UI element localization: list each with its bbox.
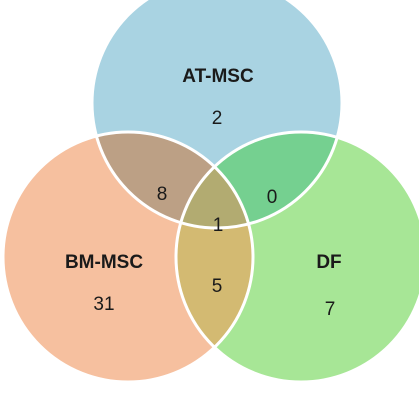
overlap-at-df	[176, 132, 342, 228]
outline-df	[174, 130, 419, 384]
count-bm-only: 31	[93, 294, 114, 315]
outline-bm-msc	[1, 130, 255, 384]
count-bm-df: 5	[212, 276, 223, 297]
set-label-bm-msc: BM-MSC	[65, 252, 143, 273]
set-label-at-msc: AT-MSC	[182, 66, 254, 87]
count-all: 1	[213, 215, 224, 236]
count-at-only: 2	[212, 108, 223, 129]
count-df-only: 7	[325, 299, 336, 320]
set-label-df: DF	[316, 252, 341, 273]
count-at-df: 0	[267, 187, 278, 208]
outline-at-msc	[90, 0, 344, 230]
overlap-at-bm	[92, 132, 253, 228]
count-at-bm: 8	[157, 184, 168, 205]
